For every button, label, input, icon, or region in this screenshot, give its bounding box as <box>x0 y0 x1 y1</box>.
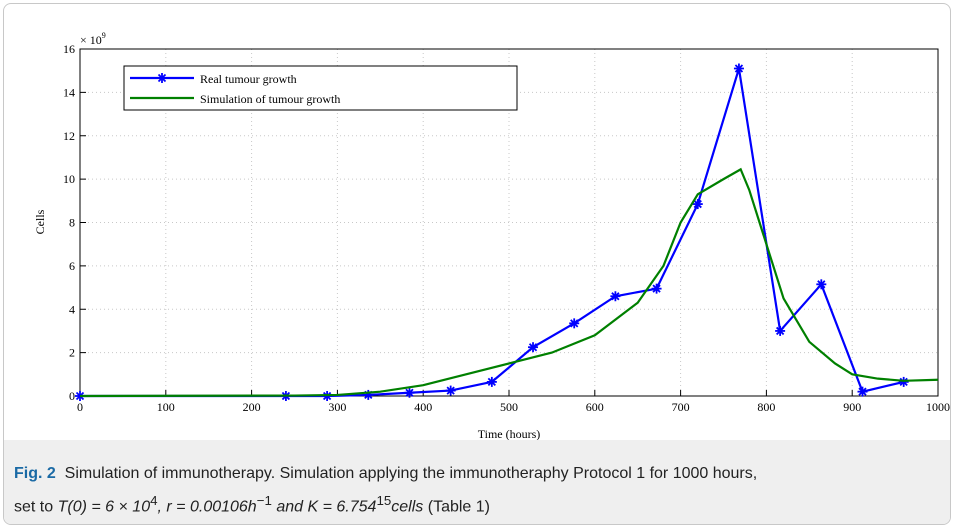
x-tick-label: 900 <box>843 400 861 414</box>
caption-math: and K = 6.754 <box>276 498 377 516</box>
x-tick-label: 500 <box>500 400 518 414</box>
data-point <box>445 385 456 396</box>
caption-math: , r = 0.00106h <box>157 498 257 516</box>
marker-stroke <box>693 199 702 209</box>
plot-frame <box>79 48 939 397</box>
caption-text: (Table 1) <box>427 498 490 516</box>
caption-title: Simulation of immunotherapy. <box>64 465 276 482</box>
marker-stroke <box>157 73 167 83</box>
marker-stroke <box>734 64 744 73</box>
legend-label: Simulation of tumour growth <box>200 92 340 106</box>
caption-math: T(0) = 6 × 10 <box>57 498 151 516</box>
x-tick-label: 600 <box>586 400 604 414</box>
marker-stroke <box>611 292 620 301</box>
data-point <box>857 386 868 397</box>
data-point <box>775 325 786 336</box>
legend-label: Real tumour growth <box>200 72 297 86</box>
x-tick-label: 700 <box>672 400 690 414</box>
y-tick-label: 0 <box>69 389 75 403</box>
marker-stroke <box>487 377 496 387</box>
marker-stroke <box>817 280 826 289</box>
data-point <box>733 63 744 74</box>
data-point <box>486 376 497 387</box>
data-point <box>816 279 827 290</box>
data-point <box>404 387 415 398</box>
y-tick-label: 4 <box>69 302 75 316</box>
series-line <box>79 167 939 398</box>
chart: Cells Time (hours) × 109 0 2 4 6 8 10 12 14 16 0 1… <box>33 31 950 440</box>
marker-stroke <box>405 388 414 397</box>
data-point <box>692 199 703 210</box>
caption-label: Fig. 2 <box>14 465 56 482</box>
data-point <box>569 318 580 329</box>
series-line <box>80 68 904 398</box>
x-tick-label: 0 <box>77 400 83 414</box>
x-axis-label: Time (hours) <box>478 427 541 440</box>
x-tick-label: 200 <box>243 400 261 414</box>
marker-stroke <box>446 386 455 395</box>
marker-stroke <box>775 326 785 336</box>
y-tick-label: 14 <box>63 85 75 99</box>
x-tick-label: 400 <box>414 400 432 414</box>
marker-stroke <box>652 284 661 293</box>
x-tick-label: 100 <box>157 400 175 414</box>
legend-box <box>123 65 518 111</box>
y-tick-label: 16 <box>63 42 75 56</box>
caption-sup: 15 <box>376 493 392 508</box>
y-tick-label: 10 <box>63 172 75 186</box>
marker-stroke <box>528 343 538 352</box>
y-tick-label: 8 <box>69 216 75 230</box>
y-scale-exp: 9 <box>102 31 106 40</box>
y-tick-label: 2 <box>69 346 75 360</box>
y-scale: × 109 <box>80 31 106 47</box>
y-tick-label: 6 <box>69 259 75 273</box>
caption-text: set to <box>14 498 54 516</box>
y-scale-base: × 10 <box>80 33 102 47</box>
x-tick-label: 800 <box>757 400 775 414</box>
data-point <box>610 291 621 302</box>
data-point <box>651 283 662 294</box>
legend-marker <box>157 73 167 83</box>
caption: Fig. 2 Simulation of immunotherapy. Simu… <box>4 440 950 524</box>
data-point <box>528 342 539 353</box>
figure: Cells Time (hours) × 109 0 2 4 6 8 10 12 14 16 0 1… <box>3 3 951 525</box>
caption-sup: 4 <box>150 493 158 508</box>
x-tick-label: 1000 <box>926 400 950 414</box>
marker-stroke <box>570 319 579 328</box>
y-axis-label: Cells <box>33 209 47 234</box>
x-tick-label: 300 <box>328 400 346 414</box>
caption-text: Simulation applying the immunotheraphy P… <box>279 465 758 482</box>
marker-stroke <box>858 387 867 396</box>
y-tick-label: 12 <box>63 129 75 143</box>
caption-math: cells <box>391 498 424 516</box>
caption-sup: −1 <box>256 493 272 508</box>
